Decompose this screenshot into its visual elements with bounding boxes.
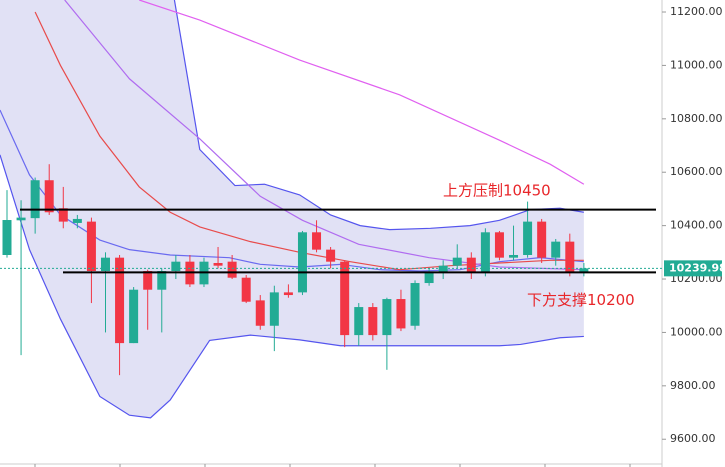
- indicator-line: [173, 0, 584, 231]
- candle-body: [494, 232, 504, 258]
- candle-body: [2, 220, 12, 255]
- candle-body: [283, 292, 293, 296]
- candle-body: [213, 263, 223, 266]
- y-tick-label: 10600.00: [670, 165, 723, 178]
- indicator-line: [139, 0, 585, 185]
- candle-body: [72, 218, 82, 223]
- y-tick-label: 9600.00: [670, 432, 716, 445]
- candle-body: [100, 257, 110, 272]
- candle-body: [312, 232, 322, 250]
- candle-body: [410, 283, 420, 326]
- candle-body: [227, 261, 237, 278]
- candle-body: [537, 221, 547, 258]
- candle-body: [58, 208, 68, 222]
- plot: [0, 0, 656, 419]
- candle-body: [269, 292, 279, 326]
- candle-body: [129, 289, 139, 344]
- y-tick-label: 10000.00: [670, 325, 723, 338]
- candle-body: [86, 221, 96, 272]
- candle-body: [438, 265, 448, 273]
- candle-body: [354, 307, 364, 336]
- y-tick-label: 10800.00: [670, 112, 723, 125]
- indicator-line: [64, 0, 584, 271]
- y-tick-label: 11000.00: [670, 58, 723, 71]
- y-tick-label: 9800.00: [670, 379, 716, 392]
- last-price-tag: [664, 260, 722, 277]
- candle-body: [16, 217, 26, 221]
- candle-body: [466, 257, 476, 273]
- candle-body: [115, 257, 125, 344]
- last-price-label: 10239.98: [669, 261, 725, 274]
- candle-body: [509, 254, 519, 258]
- y-tick-label: 11200.00: [670, 5, 723, 18]
- candle-body: [326, 249, 336, 262]
- indicator-line: [0, 154, 584, 419]
- candle-body: [340, 261, 350, 336]
- candle-body: [452, 257, 462, 266]
- candle-body: [297, 232, 307, 293]
- annotation: 上方压制10450: [443, 181, 551, 199]
- candle-body: [44, 180, 54, 213]
- candle-body: [480, 232, 490, 273]
- candle-body: [424, 272, 434, 284]
- indicator-line: [0, 109, 584, 272]
- candle-body: [396, 299, 406, 329]
- annotation: 下方支撑10200: [527, 291, 635, 309]
- indicator-line: [34, 11, 584, 271]
- candle-body: [551, 241, 561, 258]
- candle-body: [143, 271, 153, 290]
- y-tick-label: 10400.00: [670, 219, 723, 232]
- candle-body: [579, 268, 589, 273]
- candle-body: [523, 221, 533, 255]
- candle-body: [171, 261, 181, 272]
- candle-body: [382, 299, 392, 336]
- candle-body: [30, 180, 40, 219]
- candle-body: [241, 277, 251, 302]
- candle-body: [157, 271, 167, 290]
- candle-body: [565, 241, 575, 273]
- candle-body: [368, 307, 378, 336]
- candle-body: [255, 300, 265, 326]
